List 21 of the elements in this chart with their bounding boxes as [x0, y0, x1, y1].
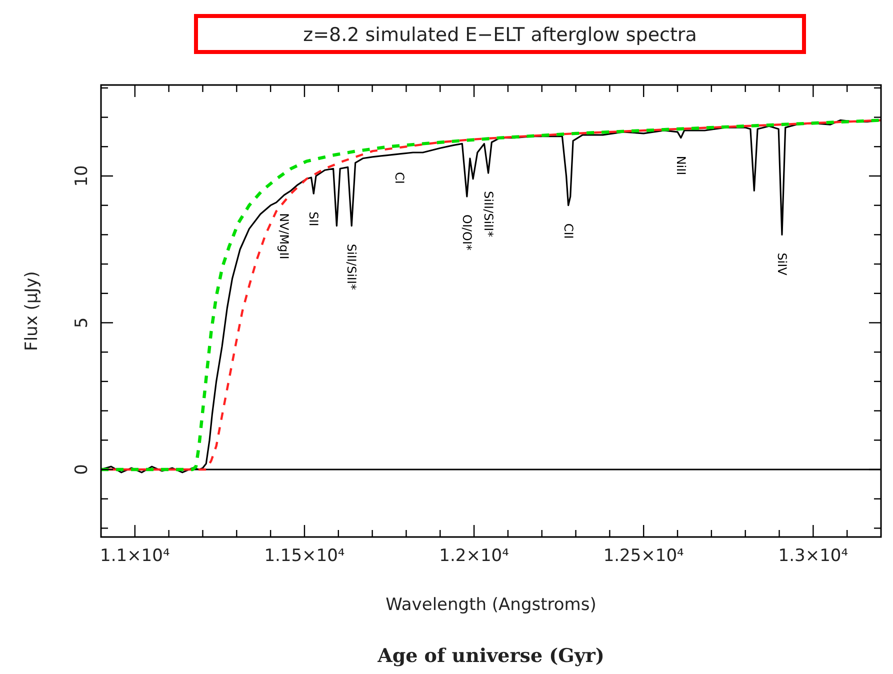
annotation: NiII	[674, 156, 688, 176]
x-tick-label: 1.3×10⁴	[778, 546, 848, 566]
x-tick-label: 1.2×10⁴	[439, 546, 510, 566]
y-tick-label: 10	[72, 165, 92, 187]
text: Age of universe (Gyr)	[376, 645, 604, 667]
annotation: SII	[306, 212, 321, 226]
y-tick-label: 0	[72, 464, 92, 475]
annotation: SiII/SiII*	[481, 191, 496, 238]
annotation: SiIV	[774, 252, 789, 276]
y-axis-title: Flux (µJy)	[22, 271, 42, 351]
x-tick-label: 1.1×10⁴	[100, 546, 170, 566]
x-tick-label: 1.15×10⁴	[264, 546, 345, 566]
x-axis-title: Wavelength (Angstroms)	[386, 595, 596, 615]
y-tick-label: 5	[72, 317, 92, 328]
annotation: OI/OI*	[460, 214, 474, 251]
annotation: CI	[392, 172, 406, 184]
annotation: CII	[561, 223, 576, 239]
annotation: NV/MgII	[277, 213, 292, 260]
annotation: SiII/SiII*	[344, 244, 359, 290]
chart-title: z=8.2 simulated E−ELT afterglow spectra	[303, 24, 697, 46]
x-tick-label: 1.25×10⁴	[603, 546, 684, 566]
